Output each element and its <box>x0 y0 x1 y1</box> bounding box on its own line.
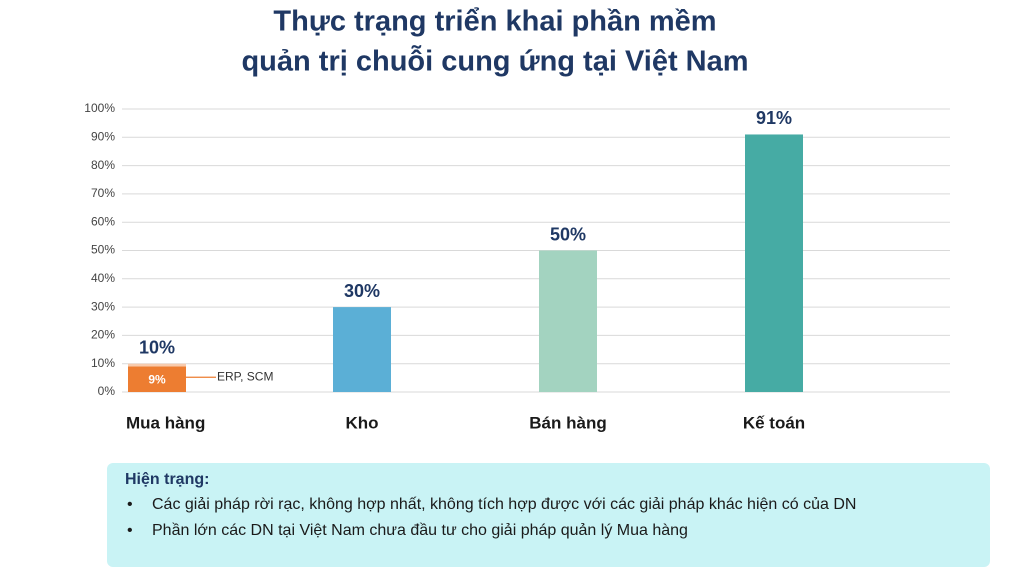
y-tick-label: 80% <box>91 158 115 172</box>
x-tick-label: Kế toán <box>743 413 805 432</box>
x-tick-label: Bán hàng <box>529 413 606 432</box>
y-tick-label: 30% <box>91 299 115 313</box>
inner-label: ERP, SCM <box>217 369 273 383</box>
bar <box>745 134 803 392</box>
chart-title: quản trị chuỗi cung ứng tại Việt Nam <box>241 44 748 78</box>
chart: Thực trạng triển khai phần mềm quản trị … <box>84 6 950 432</box>
value-label: 30% <box>344 281 380 301</box>
y-tick-label: 50% <box>91 243 115 257</box>
value-label: 50% <box>550 224 586 244</box>
y-tick-label: 40% <box>91 271 115 285</box>
y-tick-label: 70% <box>91 186 115 200</box>
value-label: 91% <box>756 108 792 128</box>
y-tick-label: 100% <box>84 101 115 115</box>
x-tick-label: Mua hàng <box>126 413 205 432</box>
inner-value-label: 9% <box>148 372 166 386</box>
x-tick-label: Kho <box>345 413 378 432</box>
y-tick-label: 10% <box>91 356 115 370</box>
chart-title: Thực trạng triển khai phần mềm <box>273 6 716 38</box>
value-label: 10% <box>139 337 175 357</box>
note-bullet: Các giải pháp rời rạc, không hợp nhất, k… <box>125 496 972 514</box>
bar <box>333 307 391 392</box>
y-tick-label: 90% <box>91 129 115 143</box>
y-tick-label: 20% <box>91 328 115 342</box>
y-tick-label: 60% <box>91 214 115 228</box>
note-title: Hiện trạng: <box>125 471 210 488</box>
bar <box>539 250 597 392</box>
inner-bar <box>128 366 186 392</box>
y-tick-label: 0% <box>98 384 116 398</box>
note-box: Hiện trạng: Các giải pháp rời rạc, không… <box>107 463 990 567</box>
note-bullet: Phần lớn các DN tại Việt Nam chưa đầu tư… <box>125 522 972 540</box>
